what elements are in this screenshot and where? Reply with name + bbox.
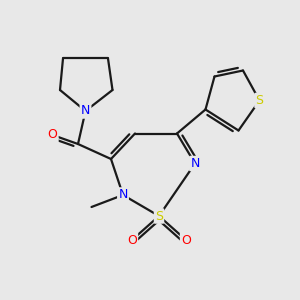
- Text: S: S: [256, 94, 263, 107]
- Text: N: N: [190, 157, 200, 170]
- Text: O: O: [127, 233, 137, 247]
- Text: O: O: [48, 128, 57, 142]
- Text: O: O: [181, 233, 191, 247]
- Text: N: N: [81, 104, 90, 118]
- Text: N: N: [118, 188, 128, 202]
- Text: S: S: [155, 209, 163, 223]
